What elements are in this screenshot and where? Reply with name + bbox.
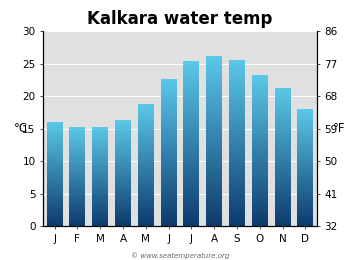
Y-axis label: °C: °C [14, 122, 28, 135]
Text: © www.seatemperature.org: © www.seatemperature.org [131, 252, 229, 259]
Title: Kalkara water temp: Kalkara water temp [87, 10, 273, 28]
Y-axis label: °F: °F [333, 122, 345, 135]
